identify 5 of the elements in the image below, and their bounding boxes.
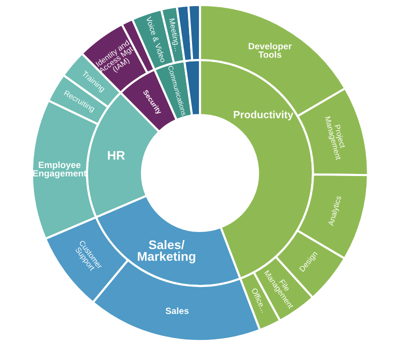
data-label: Productivity <box>234 110 294 120</box>
data-label: HR <box>108 151 125 160</box>
data-label: Developer Tools <box>248 42 292 58</box>
data-label: Sales <box>166 307 189 314</box>
data-label: Sales/ Marketing <box>138 240 196 264</box>
